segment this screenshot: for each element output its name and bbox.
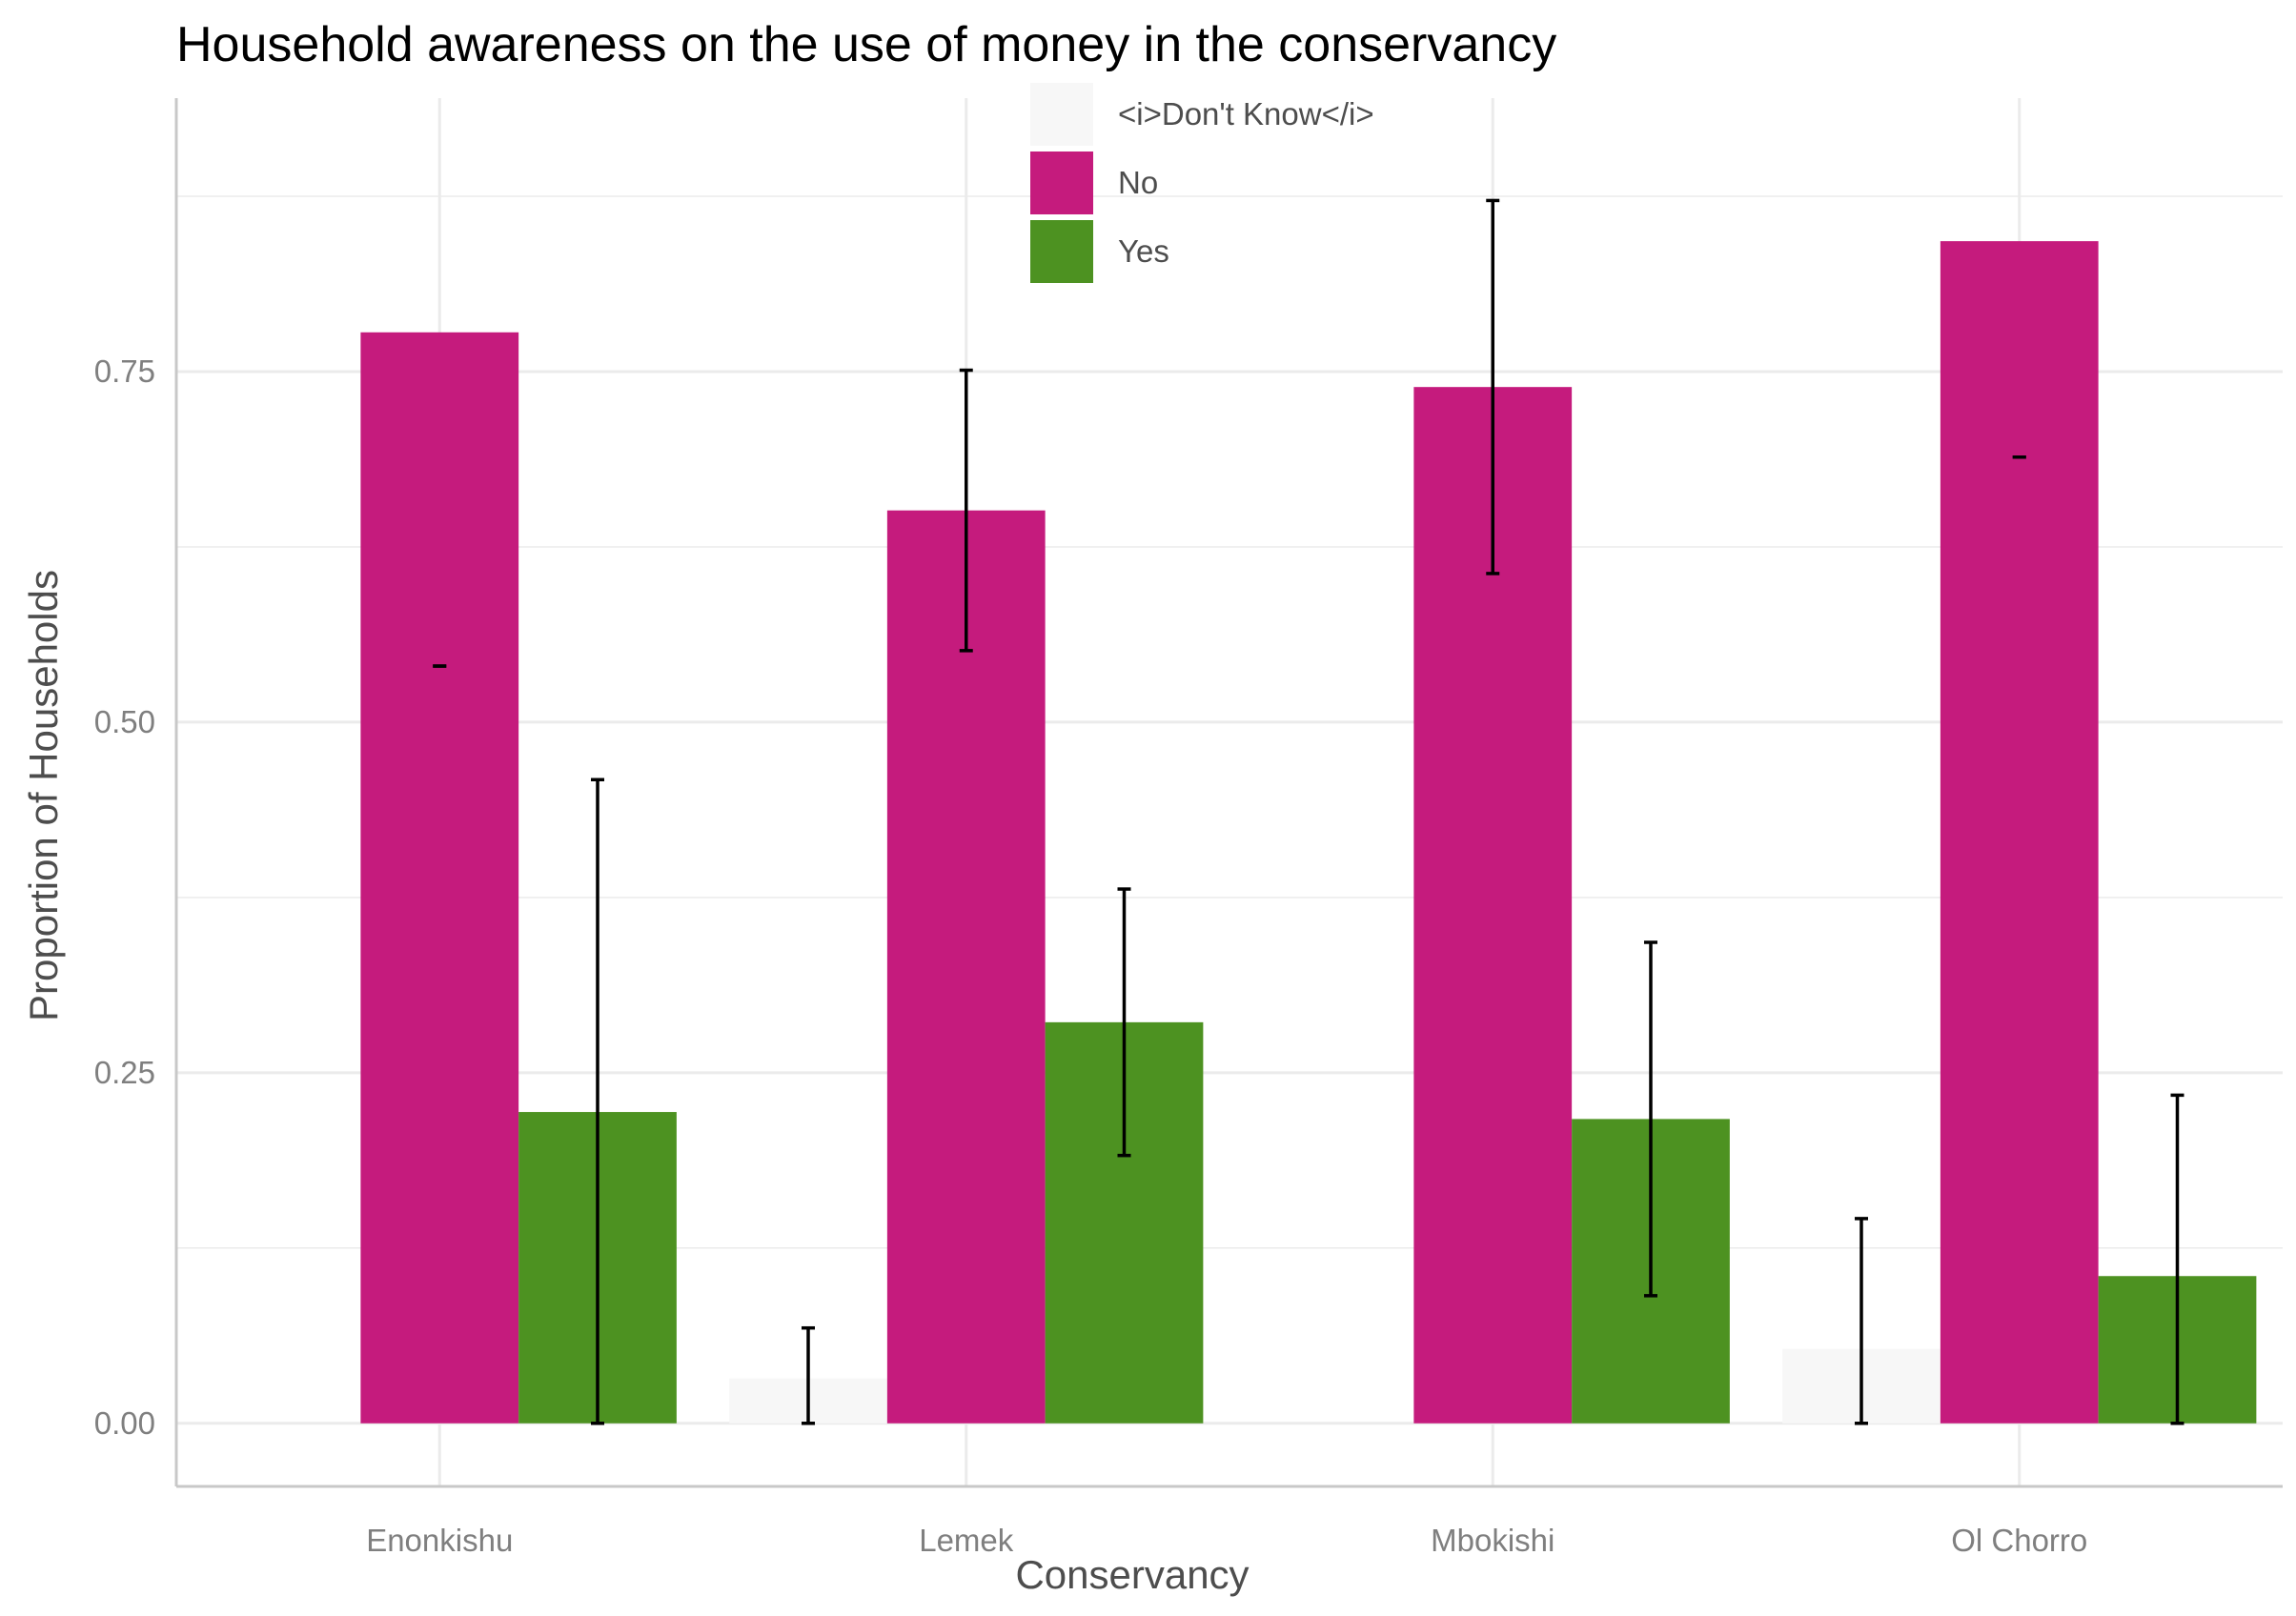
error-bar — [591, 778, 604, 1425]
y-tick-label: 0.50 — [94, 704, 155, 739]
x-tick-label: Mbokishi — [1431, 1523, 1554, 1558]
error-bar — [959, 368, 973, 653]
legend-label: Yes — [1118, 233, 1169, 269]
chart-title: Household awareness on the use of money … — [176, 17, 1556, 72]
error-bar — [1117, 887, 1131, 1158]
legend-key — [1030, 220, 1093, 283]
bar-no-ol-chorro — [1940, 241, 2099, 1424]
y-axis-title: Proportion of Households — [21, 570, 66, 1021]
error-bar — [1855, 1217, 1868, 1425]
legend-key — [1030, 152, 1093, 214]
x-tick-label: Lemek — [919, 1523, 1014, 1558]
error-bars — [433, 198, 2184, 1425]
error-bar — [2170, 1093, 2184, 1425]
error-bar — [802, 1325, 815, 1425]
x-axis-title: Conservancy — [1015, 1552, 1249, 1597]
bars — [360, 241, 2257, 1424]
error-bar — [1486, 198, 1500, 576]
axes — [174, 98, 2283, 1488]
legend-label: No — [1118, 165, 1158, 200]
y-tick-label: 0.75 — [94, 354, 155, 389]
y-tick-label: 0.00 — [94, 1405, 155, 1441]
legend-item: <i>Don't Know</i> — [1030, 83, 1374, 146]
bar-no-lemek — [886, 510, 1046, 1424]
tick-labels: 0.00 0.25 0.50 0.75 Enonkishu Lemek Mbokishi Ol… — [94, 354, 2088, 1558]
x-tick-label: Enonkishu — [366, 1523, 513, 1558]
legend-item: No — [1030, 152, 1158, 214]
y-tick-label: 0.25 — [94, 1055, 155, 1090]
bar-no-enonkishu — [360, 332, 519, 1424]
legend-label: <i>Don't Know</i> — [1118, 96, 1374, 131]
legend: <i>Don't Know</i> No Yes — [1030, 83, 1374, 283]
legend-item: Yes — [1030, 220, 1169, 283]
legend-key — [1030, 83, 1093, 146]
x-tick-label: Ol Chorro — [1951, 1523, 2087, 1558]
error-bar — [1644, 940, 1657, 1298]
